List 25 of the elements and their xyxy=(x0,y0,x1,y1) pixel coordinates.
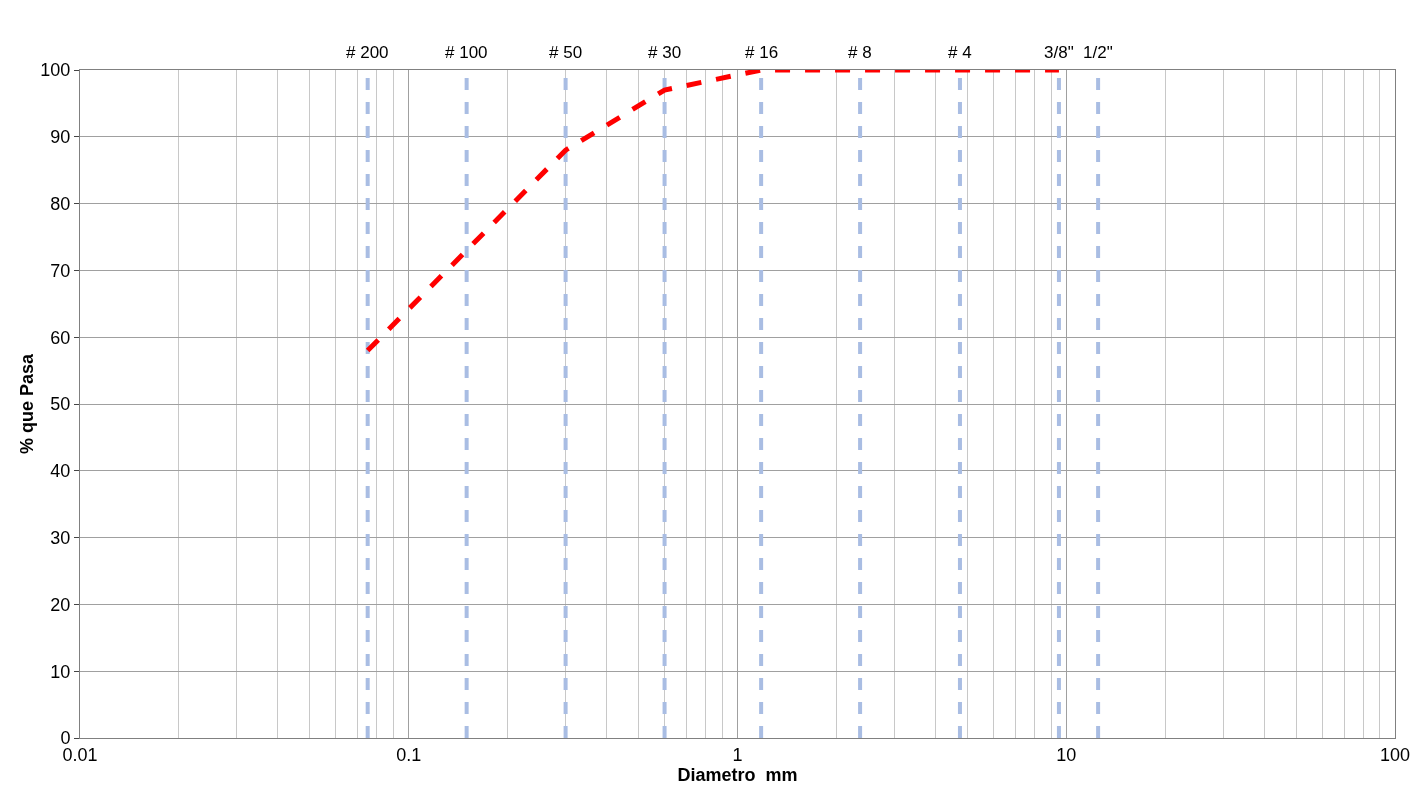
annotation: # 16 xyxy=(745,43,779,62)
x-axis-title: Diametro mm xyxy=(677,764,798,785)
x-tick-label: 0.1 xyxy=(396,744,422,765)
annotation: # 50 xyxy=(549,43,583,62)
annotation: # 200 xyxy=(346,43,389,62)
annotation: # 8 xyxy=(848,43,872,62)
annotation: # 4 xyxy=(948,43,972,62)
annotation: # 100 xyxy=(445,43,488,62)
x-tick-label: 100 xyxy=(1379,744,1411,765)
annotation: 1/2" xyxy=(1083,43,1113,62)
y-tick-label: 70 xyxy=(50,260,71,281)
y-tick-label: 90 xyxy=(50,127,71,148)
y-tick-label: 30 xyxy=(50,527,71,548)
annotation: # 30 xyxy=(648,43,682,62)
y-tick-label: 10 xyxy=(50,661,71,682)
y-tick-label: 80 xyxy=(50,193,71,214)
y-tick-label: 50 xyxy=(50,394,71,415)
y-axis-title: % que Pasa xyxy=(16,352,37,455)
annotation: 3/8" xyxy=(1044,43,1074,62)
y-tick-label: 40 xyxy=(50,461,71,482)
y-tick-label: 100 xyxy=(40,60,71,81)
x-tick-label: 1 xyxy=(732,744,743,765)
y-tick-label: 60 xyxy=(50,327,71,348)
y-tick-label: 20 xyxy=(50,594,71,615)
x-tick-label: 10 xyxy=(1056,744,1077,765)
